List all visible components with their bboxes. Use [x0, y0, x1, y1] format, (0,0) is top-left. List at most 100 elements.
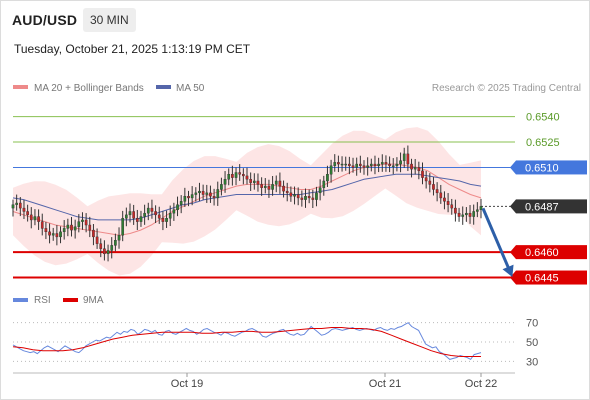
candle — [95, 228, 99, 249]
candle-body — [424, 177, 428, 182]
candle — [33, 209, 37, 226]
candle — [227, 168, 231, 186]
candle — [70, 216, 73, 237]
candle — [274, 175, 278, 193]
candle-body — [22, 207, 26, 212]
candle-body — [457, 212, 461, 217]
candle-body — [476, 209, 479, 212]
candle-body — [344, 163, 348, 166]
candle — [322, 175, 326, 196]
candle — [461, 206, 465, 225]
candle — [428, 173, 432, 193]
level-label-0.6487: 0.6487 — [525, 201, 559, 213]
candle — [340, 156, 344, 172]
candle — [26, 204, 29, 222]
candle-body — [176, 204, 179, 210]
candle-body — [26, 211, 29, 216]
candle — [84, 213, 88, 233]
candle — [285, 182, 289, 202]
candle-body — [461, 214, 465, 217]
candle-body — [417, 167, 421, 172]
candle-body — [106, 250, 110, 255]
candle — [333, 154, 337, 172]
candle-body — [48, 231, 51, 236]
candle-body — [40, 221, 44, 229]
x-tick-label: Oct 19 — [171, 378, 203, 390]
forecast-arrow-shaft — [481, 207, 512, 273]
candle-body — [205, 192, 209, 195]
candle — [326, 165, 329, 187]
candle — [92, 224, 95, 246]
candle-body — [271, 184, 274, 190]
chart-header: AUD/USD 30 MIN — [1, 1, 589, 39]
candle — [421, 162, 424, 185]
candle — [245, 167, 249, 185]
candle-body — [55, 233, 59, 238]
candle — [278, 172, 282, 194]
candle-body — [51, 233, 55, 236]
candle-body — [249, 179, 252, 183]
candle-body — [223, 179, 227, 185]
candle — [388, 156, 391, 173]
candle-body — [179, 201, 183, 205]
timeframe-badge[interactable]: 30 MIN — [83, 8, 136, 32]
candle-body — [351, 165, 355, 168]
candle-body — [300, 197, 304, 200]
candle-body — [318, 187, 322, 194]
candle-body — [209, 192, 212, 197]
candle-body — [263, 185, 267, 188]
candle — [22, 199, 26, 220]
rsi-ma-legend-swatch — [63, 298, 78, 302]
candle-body — [479, 206, 483, 210]
candle — [238, 164, 242, 181]
candle-body — [125, 214, 128, 219]
candle — [443, 191, 446, 210]
level-label-0.6460: 0.6460 — [525, 247, 559, 259]
candle — [256, 173, 260, 192]
candle-body — [128, 211, 132, 216]
candle — [37, 209, 40, 230]
level-label-0.6445: 0.6445 — [525, 273, 559, 285]
candle — [465, 207, 468, 222]
candle — [249, 172, 252, 191]
candle-body — [81, 219, 84, 222]
candle-body — [402, 153, 406, 161]
candle-body — [198, 190, 201, 194]
candle — [59, 226, 62, 244]
candle — [318, 179, 322, 201]
candle — [377, 157, 380, 173]
candle — [165, 210, 168, 228]
candle — [351, 157, 355, 173]
candle-body — [384, 162, 388, 165]
candle-body — [410, 163, 413, 170]
candle — [424, 171, 428, 189]
rsi-legend-swatch — [13, 298, 28, 302]
candle-body — [340, 163, 344, 166]
candle-body — [399, 160, 402, 165]
candle — [267, 179, 271, 198]
forecast-arrow — [481, 207, 514, 278]
level-tag-0.6510 — [516, 160, 587, 175]
candle — [282, 180, 285, 198]
level-tag-pointer-0.6445 — [510, 270, 516, 285]
candle — [99, 238, 103, 258]
candle — [476, 202, 479, 218]
candle-body — [92, 229, 95, 238]
candle — [369, 158, 373, 172]
candle — [391, 158, 395, 175]
candle — [472, 204, 476, 225]
candle — [406, 145, 410, 172]
candle — [29, 207, 33, 229]
candle — [399, 152, 402, 173]
candle-body — [329, 165, 333, 175]
candle — [77, 214, 81, 233]
candle — [55, 225, 59, 246]
candle-body — [201, 190, 205, 195]
candle — [457, 207, 461, 222]
candle — [18, 197, 22, 217]
candle — [139, 210, 143, 227]
candle — [168, 205, 172, 227]
candle-body — [95, 236, 99, 244]
